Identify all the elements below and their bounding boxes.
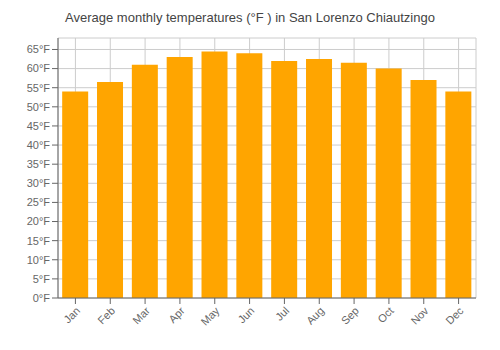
svg-text:45°F: 45°F	[27, 120, 51, 132]
svg-text:May: May	[199, 304, 223, 328]
svg-text:55°F: 55°F	[27, 82, 51, 94]
svg-text:Sep: Sep	[339, 304, 361, 326]
svg-text:5°F: 5°F	[33, 273, 51, 285]
svg-text:20°F: 20°F	[27, 215, 51, 227]
svg-text:Nov: Nov	[408, 304, 431, 327]
svg-text:35°F: 35°F	[27, 158, 51, 170]
svg-text:Aug: Aug	[304, 304, 326, 326]
svg-text:Dec: Dec	[443, 304, 466, 327]
svg-text:40°F: 40°F	[27, 139, 51, 151]
svg-text:25°F: 25°F	[27, 196, 51, 208]
svg-text:Feb: Feb	[95, 304, 117, 326]
svg-text:65°F: 65°F	[27, 43, 51, 55]
svg-text:Jan: Jan	[61, 304, 82, 325]
svg-text:10°F: 10°F	[27, 254, 51, 266]
svg-text:30°F: 30°F	[27, 177, 51, 189]
svg-text:Mar: Mar	[130, 304, 152, 326]
svg-text:60°F: 60°F	[27, 62, 51, 74]
svg-text:Jul: Jul	[273, 304, 291, 322]
svg-text:50°F: 50°F	[27, 101, 51, 113]
svg-text:Oct: Oct	[375, 304, 396, 325]
svg-text:Apr: Apr	[166, 304, 187, 325]
svg-text:15°F: 15°F	[27, 235, 51, 247]
html-text:Average monthly temperatures (: Average monthly temperatures (°F ) in Sa…	[65, 10, 435, 25]
svg-text:0°F: 0°F	[33, 292, 51, 304]
svg-text:Jun: Jun	[235, 304, 256, 325]
